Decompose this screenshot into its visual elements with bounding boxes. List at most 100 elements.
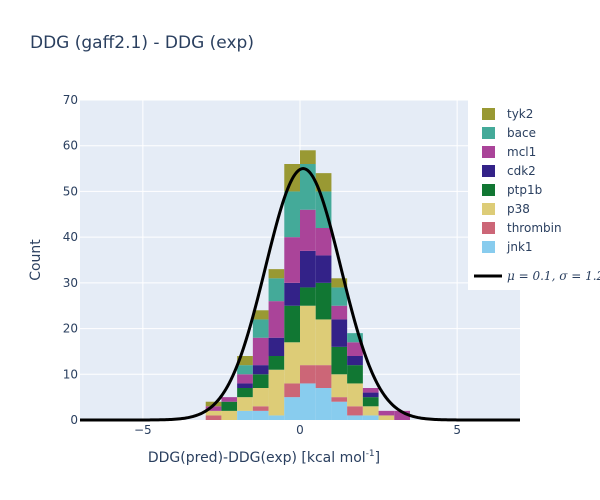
fit-curve-line bbox=[80, 167, 520, 422]
bar-segment-bace bbox=[237, 365, 253, 375]
legend-swatch-ptp1b bbox=[482, 184, 495, 196]
bar-segment-thrombin bbox=[347, 406, 363, 416]
legend-label-thrombin: thrombin bbox=[507, 221, 562, 235]
bar-segment-tyk2 bbox=[300, 150, 316, 164]
legend-swatch-p38 bbox=[482, 203, 495, 215]
bar-segment-bace bbox=[331, 287, 348, 306]
bar-segment-bace bbox=[284, 191, 300, 238]
legend-label-mcl1: mcl1 bbox=[507, 145, 536, 159]
bar-segment-cdk2 bbox=[268, 337, 285, 356]
x-tick-label: −5 bbox=[134, 423, 152, 437]
bar-segment-jnk1 bbox=[300, 383, 316, 420]
fit-curve-layer bbox=[80, 167, 520, 422]
bar-segment-p38 bbox=[300, 305, 316, 366]
legend-label-p38: p38 bbox=[507, 202, 530, 216]
legend-swatch-tyk2 bbox=[482, 108, 495, 120]
bar-segment-ptp1b bbox=[315, 282, 332, 320]
bar-segment-bace bbox=[268, 278, 285, 302]
legend-swatch-jnk1 bbox=[482, 241, 495, 253]
legend-label-fit: μ = 0.1, σ = 1.2 bbox=[507, 269, 600, 283]
bar-segment-ptp1b bbox=[362, 397, 379, 407]
bar-segment-mcl1 bbox=[315, 228, 332, 256]
bar-segment-tyk2 bbox=[237, 356, 253, 366]
y-tick-label: 50 bbox=[63, 184, 78, 198]
x-axis-title-main: DDG(pred)-DDG(exp) [kcal mol bbox=[148, 450, 366, 466]
bar-segment-ptp1b bbox=[284, 305, 300, 343]
bar-segment-jnk1 bbox=[237, 410, 253, 420]
x-axis-title-sup: -1 bbox=[366, 449, 375, 459]
bar-segment-cdk2 bbox=[237, 383, 253, 388]
bar-segment-tyk2 bbox=[252, 310, 269, 320]
bar-segment-p38 bbox=[205, 410, 222, 416]
chart-title: DDG (gaff2.1) - DDG (exp) bbox=[30, 33, 254, 53]
bar-segment-p38 bbox=[331, 374, 348, 398]
legend-label-bace: bace bbox=[507, 126, 536, 140]
bar-segment-mcl1 bbox=[252, 337, 269, 366]
bar-segment-jnk1 bbox=[362, 415, 379, 420]
bar-segment-p38 bbox=[362, 406, 379, 416]
bar-segment-thrombin bbox=[315, 365, 332, 388]
legend-label-tyk2: tyk2 bbox=[507, 107, 533, 121]
bar-segment-bace bbox=[347, 333, 363, 343]
bar-segment-mcl1 bbox=[378, 410, 395, 416]
legend-swatch-mcl1 bbox=[482, 146, 495, 158]
bar-segment-p38 bbox=[221, 410, 238, 420]
bar-segment-cdk2 bbox=[284, 282, 300, 306]
bar-segment-p38 bbox=[347, 383, 363, 407]
bar-segment-mcl1 bbox=[221, 397, 238, 402]
bar-segment-mcl1 bbox=[300, 209, 316, 251]
bar-segment-p38 bbox=[378, 415, 395, 420]
bar-segment-ptp1b bbox=[300, 287, 316, 306]
bar-segment-p38 bbox=[268, 369, 285, 416]
bar-segment-ptp1b bbox=[237, 388, 253, 398]
bar-segment-p38 bbox=[315, 319, 332, 366]
y-tick-label: 70 bbox=[63, 93, 78, 107]
bar-segment-bace bbox=[252, 319, 269, 338]
bar-segment-tyk2 bbox=[331, 278, 348, 288]
y-tick-label: 60 bbox=[63, 139, 78, 153]
legend-label-jnk1: jnk1 bbox=[506, 240, 533, 254]
bar-segment-jnk1 bbox=[252, 410, 269, 420]
bar-segment-ptp1b bbox=[221, 401, 238, 411]
bar-segment-ptp1b bbox=[347, 365, 363, 384]
bar-segment-thrombin bbox=[331, 397, 348, 402]
x-tick-label: 5 bbox=[453, 423, 461, 437]
bar-segment-cdk2 bbox=[252, 365, 269, 375]
histogram-bars bbox=[205, 150, 410, 420]
bar-segment-jnk1 bbox=[284, 397, 300, 420]
x-axis-title: DDG(pred)-DDG(exp) [kcal mol-1] bbox=[148, 449, 380, 466]
bar-segment-p38 bbox=[237, 397, 253, 411]
bar-segment-ptp1b bbox=[268, 356, 285, 370]
bar-segment-mcl1 bbox=[268, 301, 285, 338]
bar-segment-mcl1 bbox=[331, 305, 348, 320]
legend-label-cdk2: cdk2 bbox=[507, 164, 536, 178]
bar-segment-mcl1 bbox=[362, 388, 379, 393]
legend-swatch-thrombin bbox=[482, 222, 495, 234]
bar-segment-mcl1 bbox=[205, 406, 222, 411]
y-axis-title: Count bbox=[28, 239, 44, 281]
bar-segment-p38 bbox=[252, 388, 269, 407]
x-tick-label: 0 bbox=[296, 423, 304, 437]
bar-segment-thrombin bbox=[205, 415, 222, 420]
bar-segment-thrombin bbox=[300, 365, 316, 384]
bar-segment-mcl1 bbox=[347, 342, 363, 356]
bar-segment-ptp1b bbox=[331, 346, 348, 375]
bar-segment-cdk2 bbox=[315, 255, 332, 283]
y-tick-label: 0 bbox=[70, 413, 78, 427]
bar-segment-jnk1 bbox=[268, 415, 285, 420]
x-axis-title-close: ] bbox=[375, 450, 380, 466]
bar-segment-jnk1 bbox=[315, 388, 332, 420]
y-tick-label: 30 bbox=[63, 276, 78, 290]
y-tick-label: 40 bbox=[63, 230, 78, 244]
bar-segment-p38 bbox=[284, 342, 300, 384]
bar-segment-thrombin bbox=[284, 383, 300, 398]
bar-segment-cdk2 bbox=[362, 392, 379, 398]
bar-segment-cdk2 bbox=[331, 319, 348, 347]
bar-segment-cdk2 bbox=[347, 356, 363, 366]
legend-swatch-cdk2 bbox=[482, 165, 495, 177]
bar-segment-mcl1 bbox=[284, 237, 300, 283]
legend: tyk2 bace mcl1 cdk2 ptp1b p38 thrombin jnk1 μ = … bbox=[474, 107, 600, 283]
bar-segment-tyk2 bbox=[268, 269, 285, 279]
y-axis-ticks: 0 10 20 30 40 50 60 70 bbox=[63, 93, 78, 427]
